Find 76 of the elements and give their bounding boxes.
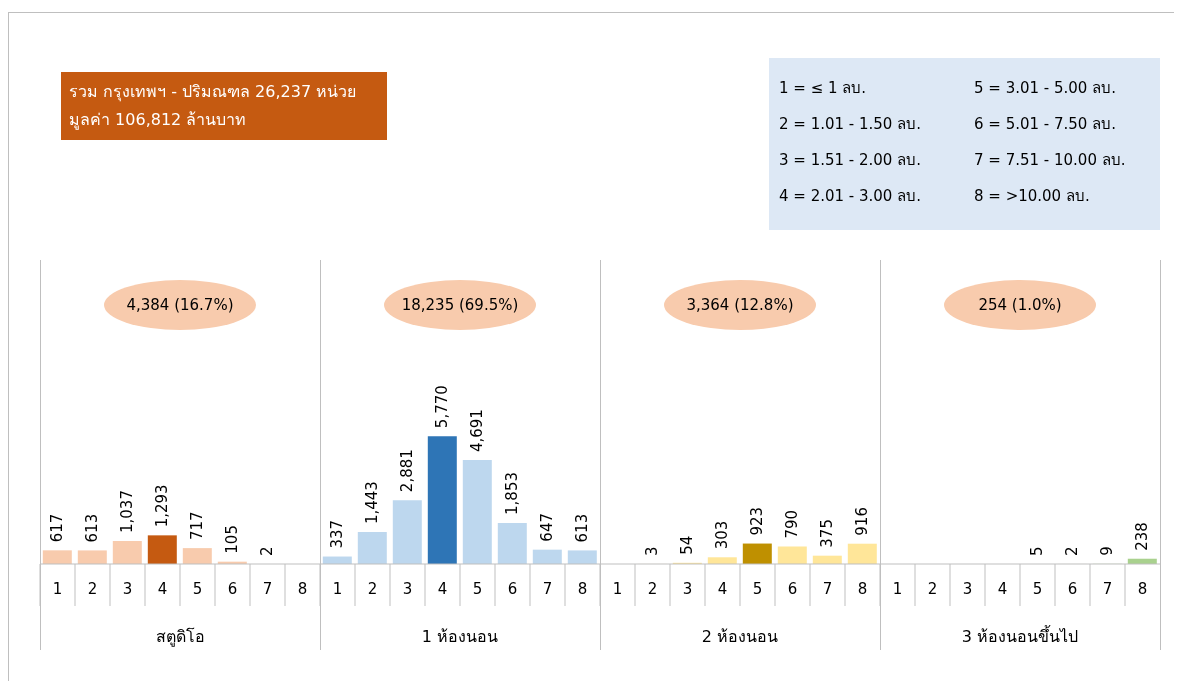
x-tick-label: 6 (507, 580, 518, 598)
chart-title: รวม กรุงเทพฯ - ปริมณฑล 26,237 หน่วย (69, 81, 358, 104)
data-label: 617 (48, 513, 67, 543)
x-tick-label: 5 (1032, 580, 1043, 598)
data-label: 613 (573, 513, 592, 543)
data-label: 2 (258, 546, 277, 556)
x-tick-label: 7 (262, 580, 273, 598)
x-tick-label: 2 (927, 580, 938, 598)
x-tick-label: 1 (332, 580, 343, 598)
x-tick-label: 1 (52, 580, 63, 598)
chart-subtitle: มูลค่า 106,812 ล้านบาท (69, 109, 248, 132)
data-label: 717 (188, 511, 207, 541)
text: สตูดิโอ (154, 626, 206, 649)
x-tick-label: 5 (192, 580, 203, 598)
data-label: 375 (818, 519, 837, 548)
text: 3,364 (12.8%) (664, 280, 816, 330)
x-tick-label: 4 (157, 580, 168, 598)
text: 3 ห้องนอนขึ้นไป (960, 624, 1080, 648)
x-tick-label: 2 (87, 580, 98, 598)
text: 18,235 (69.5%) (384, 280, 536, 330)
data-label: 1,293 (153, 484, 172, 528)
x-tick-label: 1 (892, 580, 903, 598)
data-label: 303 (713, 520, 732, 550)
text: 1 ห้องนอน (420, 626, 500, 648)
x-tick-label: 7 (822, 580, 833, 598)
x-tick-label: 6 (1067, 580, 1078, 598)
x-tick-label: 5 (472, 580, 483, 598)
text: 4,384 (16.7%) (104, 280, 256, 330)
x-tick-label: 2 (367, 580, 378, 598)
x-tick-label: 8 (297, 580, 308, 598)
text: 3 = 1.51 - 2.00 ลบ. (779, 150, 921, 171)
text: 8 = >10.00 ลบ. (974, 186, 1090, 207)
x-tick-label: 4 (717, 580, 728, 598)
text: 7 = 7.51 - 10.00 ลบ. (974, 150, 1126, 171)
x-tick-label: 7 (1102, 580, 1113, 598)
x-tick-label: 7 (542, 580, 553, 598)
x-tick-label: 3 (682, 580, 693, 598)
text: 5 = 3.01 - 5.00 ลบ. (974, 78, 1116, 99)
data-label: 2 (1063, 546, 1082, 556)
x-tick-label: 6 (227, 580, 238, 598)
data-label: 790 (783, 509, 802, 539)
x-tick-label: 8 (857, 580, 868, 598)
x-tick-label: 4 (997, 580, 1008, 598)
text: 1 = ≤ 1 ลบ. (779, 78, 867, 99)
data-label: 1,443 (363, 481, 382, 525)
data-label: 238 (1133, 522, 1152, 551)
data-label: 5,770 (433, 385, 452, 429)
data-label: 2,881 (398, 449, 417, 493)
x-tick-label: 6 (787, 580, 798, 598)
data-label: 1,853 (503, 471, 522, 515)
text: 6 = 5.01 - 7.50 ลบ. (974, 114, 1116, 135)
text: 254 (1.0%) (944, 280, 1096, 330)
x-tick-label: 8 (1137, 580, 1148, 598)
text: 2 ห้องนอน (700, 626, 780, 648)
x-tick-label: 1 (612, 580, 623, 598)
x-tick-label: 2 (647, 580, 658, 598)
data-label: 1,037 (118, 490, 137, 534)
data-label: 647 (538, 513, 557, 542)
x-tick-label: 8 (577, 580, 588, 598)
x-tick-label: 3 (402, 580, 413, 598)
data-label: 54 (678, 535, 697, 555)
x-tick-label: 3 (122, 580, 133, 598)
data-label: 923 (748, 506, 767, 536)
data-label: 3 (643, 546, 662, 556)
x-tick-label: 5 (752, 580, 763, 598)
text: 4 = 2.01 - 3.00 ลบ. (779, 186, 921, 207)
data-label: 4,691 (468, 409, 487, 453)
text: 2 = 1.01 - 1.50 ลบ. (779, 114, 921, 135)
data-label: 5 (1028, 546, 1047, 556)
data-label: 337 (328, 519, 347, 549)
x-tick-label: 3 (962, 580, 973, 598)
data-label: 105 (223, 525, 242, 554)
x-tick-label: 4 (437, 580, 448, 598)
data-label: 9 (1098, 546, 1117, 556)
data-label: 916 (853, 507, 872, 536)
data-label: 613 (83, 513, 102, 543)
